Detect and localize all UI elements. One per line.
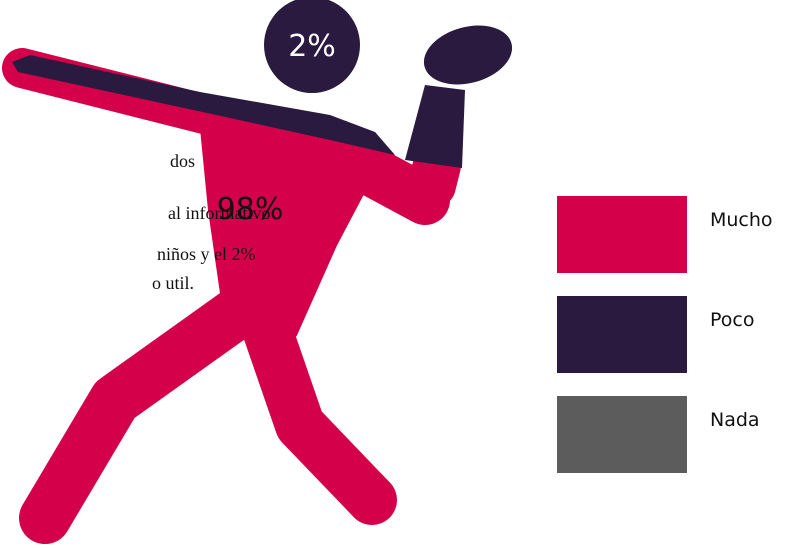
figure: 98% 2%	[2, 0, 513, 544]
legend-label: Poco	[710, 309, 754, 331]
legend: Mucho Poco Nada	[557, 196, 773, 473]
text-line: dos	[170, 151, 195, 171]
percent-label: 2%	[288, 29, 336, 64]
legend-swatch	[557, 296, 687, 373]
text-line: niños y el 2%	[157, 244, 256, 264]
legend-swatch	[557, 396, 687, 473]
text-line: o util.	[152, 273, 194, 293]
legend-swatch	[557, 196, 687, 273]
percent-label: 98%	[217, 192, 284, 227]
legend-label: Nada	[710, 409, 760, 431]
figure-body	[2, 48, 461, 544]
figure-dark	[12, 0, 513, 168]
text-line: al informativo	[168, 203, 270, 223]
legend-label: Mucho	[710, 209, 773, 231]
body-text: dos al informativo niños y el 2% o util.	[152, 151, 270, 293]
